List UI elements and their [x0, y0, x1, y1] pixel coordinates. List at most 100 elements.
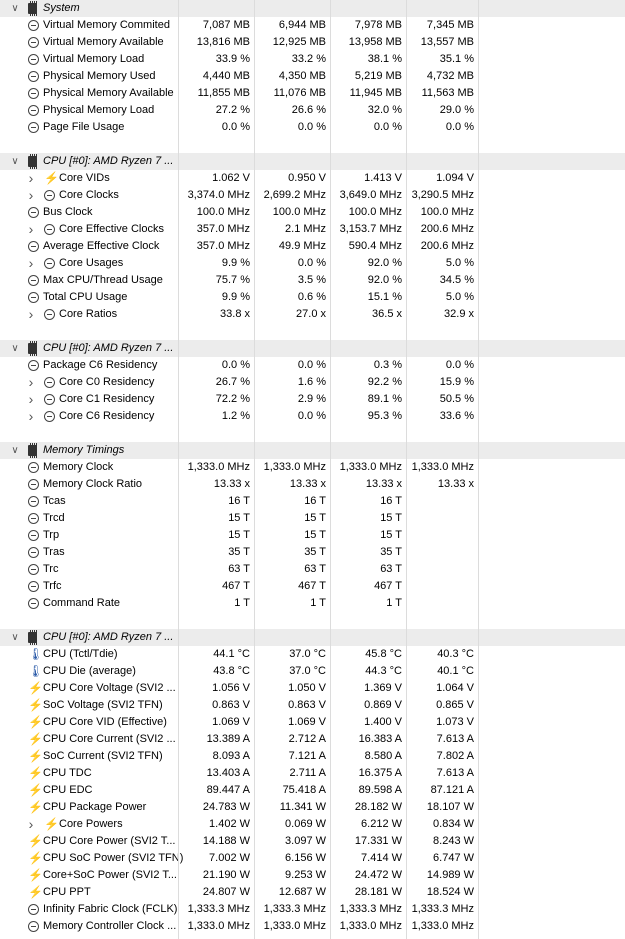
sensor-row[interactable]: Max CPU/Thread Usage 75.7 % 3.5 % 92.0 % 34.… — [0, 272, 625, 289]
min-value: 15 T — [304, 529, 326, 541]
sensor-row[interactable]: › Core Usages 9.9 % 0.0 % 92.0 % 5.0 % — [0, 255, 625, 272]
sensor-row[interactable]: Trp 15 T 15 T 15 T — [0, 527, 625, 544]
clock-icon — [28, 564, 39, 575]
sensor-row[interactable]: Memory Clock 1,333.0 MHz 1,333.0 MHz 1,333.… — [0, 459, 625, 476]
max-value: 38.1 % — [367, 53, 402, 65]
sensor-row[interactable]: ⚡ CPU Core VID (Effective) 1.069 V 1.069 V 1… — [0, 714, 625, 731]
sensor-row[interactable]: › ⚡ Core VIDs 1.062 V 0.950 V 1.413 V 1.094 V — [0, 170, 625, 187]
section-header[interactable]: ∨ CPU [#0]: AMD Ryzen 7 ... — [0, 340, 625, 357]
average-value: 87.121 A — [430, 784, 474, 796]
chevron-down-icon[interactable]: ∨ — [11, 156, 19, 167]
sensor-row[interactable]: ⚡ SoC Current (SVI2 TFN) 8.093 A 7.121 A 8.5… — [0, 748, 625, 765]
current-value: 11,855 MB — [197, 87, 250, 99]
section-header[interactable]: ∨ CPU [#0]: AMD Ryzen 7 ... — [0, 629, 625, 646]
average-value: 18.524 W — [426, 886, 474, 898]
min-value: 35 T — [304, 546, 326, 558]
section-header[interactable]: ∨ CPU [#0]: AMD Ryzen 7 ... — [0, 153, 625, 170]
sensor-label: Core Effective Clocks — [59, 223, 164, 235]
sensor-row[interactable]: Tras 35 T 35 T 35 T — [0, 544, 625, 561]
average-value — [406, 510, 478, 527]
max-value: 15.1 % — [367, 291, 402, 303]
sensor-row[interactable]: ⚡ CPU SoC Power (SVI2 TFN) 7.002 W 6.156 W 7… — [0, 850, 625, 867]
sensor-row[interactable]: Package C6 Residency 0.0 % 0.0 % 0.3 % 0.0 % — [0, 357, 625, 374]
sensor-label: Trp — [43, 529, 60, 541]
min-value: 2.711 A — [289, 767, 327, 779]
min-value: 16 T — [304, 495, 326, 507]
max-value: 28.182 W — [354, 801, 402, 813]
max-value: 3,153.7 MHz — [339, 223, 402, 235]
sensor-row[interactable]: Virtual Memory Available 13,816 MB 12,925 … — [0, 34, 625, 51]
sensor-row[interactable]: Physical Memory Load 27.2 % 26.6 % 32.0 % 29… — [0, 102, 625, 119]
chevron-right-icon[interactable]: › — [28, 255, 34, 271]
sensor-row[interactable]: ⚡ CPU EDC 89.447 A 75.418 A 89.598 A 87.121 A — [0, 782, 625, 799]
sensor-label: Core Usages — [59, 257, 124, 269]
column-divider — [178, 0, 179, 939]
sensor-row[interactable]: Virtual Memory Commited 7,087 MB 6,944 MB 7… — [0, 17, 625, 34]
chevron-right-icon[interactable]: › — [28, 816, 34, 832]
sensor-row[interactable]: ⚡ CPU TDC 13.403 A 2.711 A 16.375 A 7.613 A — [0, 765, 625, 782]
sensor-row[interactable]: › Core Clocks 3,374.0 MHz 2,699.2 MHz 3,649.… — [0, 187, 625, 204]
chevron-down-icon[interactable]: ∨ — [11, 3, 19, 14]
sensor-row[interactable]: 🌡 CPU Die (average) 43.8 °C 37.0 °C 44.3 °C 4… — [0, 663, 625, 680]
section-header[interactable]: ∨ Memory Timings — [0, 442, 625, 459]
sensor-row[interactable]: › Core C6 Residency 1.2 % 0.0 % 95.3 % 33.6 % — [0, 408, 625, 425]
chevron-right-icon[interactable]: › — [28, 221, 34, 237]
chevron-down-icon[interactable]: ∨ — [11, 343, 19, 354]
current-value: 1.056 V — [212, 682, 250, 694]
sensor-row[interactable]: ⚡ CPU Core Voltage (SVI2 ... 1.056 V 1.050 … — [0, 680, 625, 697]
sensor-row[interactable]: Physical Memory Available 11,855 MB 11,076… — [0, 85, 625, 102]
sensor-row[interactable]: Command Rate 1 T 1 T 1 T — [0, 595, 625, 612]
clock-icon — [44, 224, 55, 235]
sensor-row[interactable]: ⚡ Core+SoC Power (SVI2 T... 21.190 W 9.253 … — [0, 867, 625, 884]
current-value: 1,333.0 MHz — [187, 461, 250, 473]
min-value: 100.0 MHz — [272, 206, 326, 218]
chevron-right-icon[interactable]: › — [28, 391, 34, 407]
sensor-label: Trc — [43, 563, 59, 575]
chevron-down-icon[interactable]: ∨ — [11, 632, 19, 643]
sensor-row[interactable]: ⚡ CPU Core Power (SVI2 T... 14.188 W 3.097 … — [0, 833, 625, 850]
chevron-right-icon[interactable]: › — [28, 306, 34, 322]
clock-icon — [44, 394, 55, 405]
chevron-down-icon[interactable]: ∨ — [11, 445, 19, 456]
bolt-icon: ⚡ — [28, 715, 43, 729]
sensor-row[interactable]: Trfc 467 T 467 T 467 T — [0, 578, 625, 595]
column-divider — [254, 0, 255, 939]
current-value: 1,333.0 MHz — [187, 920, 250, 932]
min-value: 7.121 A — [288, 750, 326, 762]
bolt-icon: ⚡ — [28, 885, 43, 899]
sensor-row[interactable]: ⚡ CPU Package Power 24.783 W 11.341 W 28.182… — [0, 799, 625, 816]
sensor-row[interactable]: Trcd 15 T 15 T 15 T — [0, 510, 625, 527]
sensor-row[interactable]: › Core C0 Residency 26.7 % 1.6 % 92.2 % 15.9 … — [0, 374, 625, 391]
sensor-row[interactable]: Page File Usage 0.0 % 0.0 % 0.0 % 0.0 % — [0, 119, 625, 136]
max-value: 28.181 W — [354, 886, 402, 898]
sensor-row[interactable]: Physical Memory Used 4,440 MB 4,350 MB 5,21… — [0, 68, 625, 85]
clock-icon — [28, 122, 39, 133]
sensor-row[interactable]: Bus Clock 100.0 MHz 100.0 MHz 100.0 MHz 100.… — [0, 204, 625, 221]
sensor-row[interactable]: › Core Effective Clocks 357.0 MHz 2.1 MHz 3,… — [0, 221, 625, 238]
sensor-row[interactable]: Trc 63 T 63 T 63 T — [0, 561, 625, 578]
sensor-row[interactable]: ⚡ CPU Core Current (SVI2 ... 13.389 A 2.712… — [0, 731, 625, 748]
max-value: 95.3 % — [367, 410, 402, 422]
sensor-row[interactable]: ⚡ CPU PPT 24.807 W 12.687 W 28.181 W 18.524 W — [0, 884, 625, 901]
chevron-right-icon[interactable]: › — [28, 408, 34, 424]
average-value: 0.834 W — [433, 818, 474, 830]
clock-icon — [28, 105, 39, 116]
chevron-right-icon[interactable]: › — [28, 374, 34, 390]
sensor-row[interactable]: Total CPU Usage 9.9 % 0.6 % 15.1 % 5.0 % — [0, 289, 625, 306]
sensor-row[interactable]: › ⚡ Core Powers 1.402 W 0.069 W 6.212 W 0.834 … — [0, 816, 625, 833]
section-header[interactable]: ∨ System — [0, 0, 625, 17]
sensor-row[interactable]: ⚡ SoC Voltage (SVI2 TFN) 0.863 V 0.863 V 0.8… — [0, 697, 625, 714]
current-value: 1.062 V — [212, 172, 250, 184]
sensor-row[interactable]: Infinity Fabric Clock (FCLK) 1,333.3 MHz 1… — [0, 901, 625, 918]
sensor-row[interactable]: Memory Clock Ratio 13.33 x 13.33 x 13.33 x 1… — [0, 476, 625, 493]
chevron-right-icon[interactable]: › — [28, 170, 34, 186]
clock-icon — [28, 581, 39, 592]
sensor-row[interactable]: › Core C1 Residency 72.2 % 2.9 % 89.1 % 50.5 … — [0, 391, 625, 408]
sensor-row[interactable]: Virtual Memory Load 33.9 % 33.2 % 38.1 % 35.… — [0, 51, 625, 68]
sensor-row[interactable]: Tcas 16 T 16 T 16 T — [0, 493, 625, 510]
sensor-row[interactable]: 🌡 CPU (Tctl/Tdie) 44.1 °C 37.0 °C 45.8 °C 40.… — [0, 646, 625, 663]
sensor-row[interactable]: Average Effective Clock 357.0 MHz 49.9 MHz… — [0, 238, 625, 255]
chevron-right-icon[interactable]: › — [28, 187, 34, 203]
sensor-row[interactable]: Memory Controller Clock ... 1,333.0 MHz 1,… — [0, 918, 625, 935]
sensor-row[interactable]: › Core Ratios 33.8 x 27.0 x 36.5 x 32.9 x — [0, 306, 625, 323]
